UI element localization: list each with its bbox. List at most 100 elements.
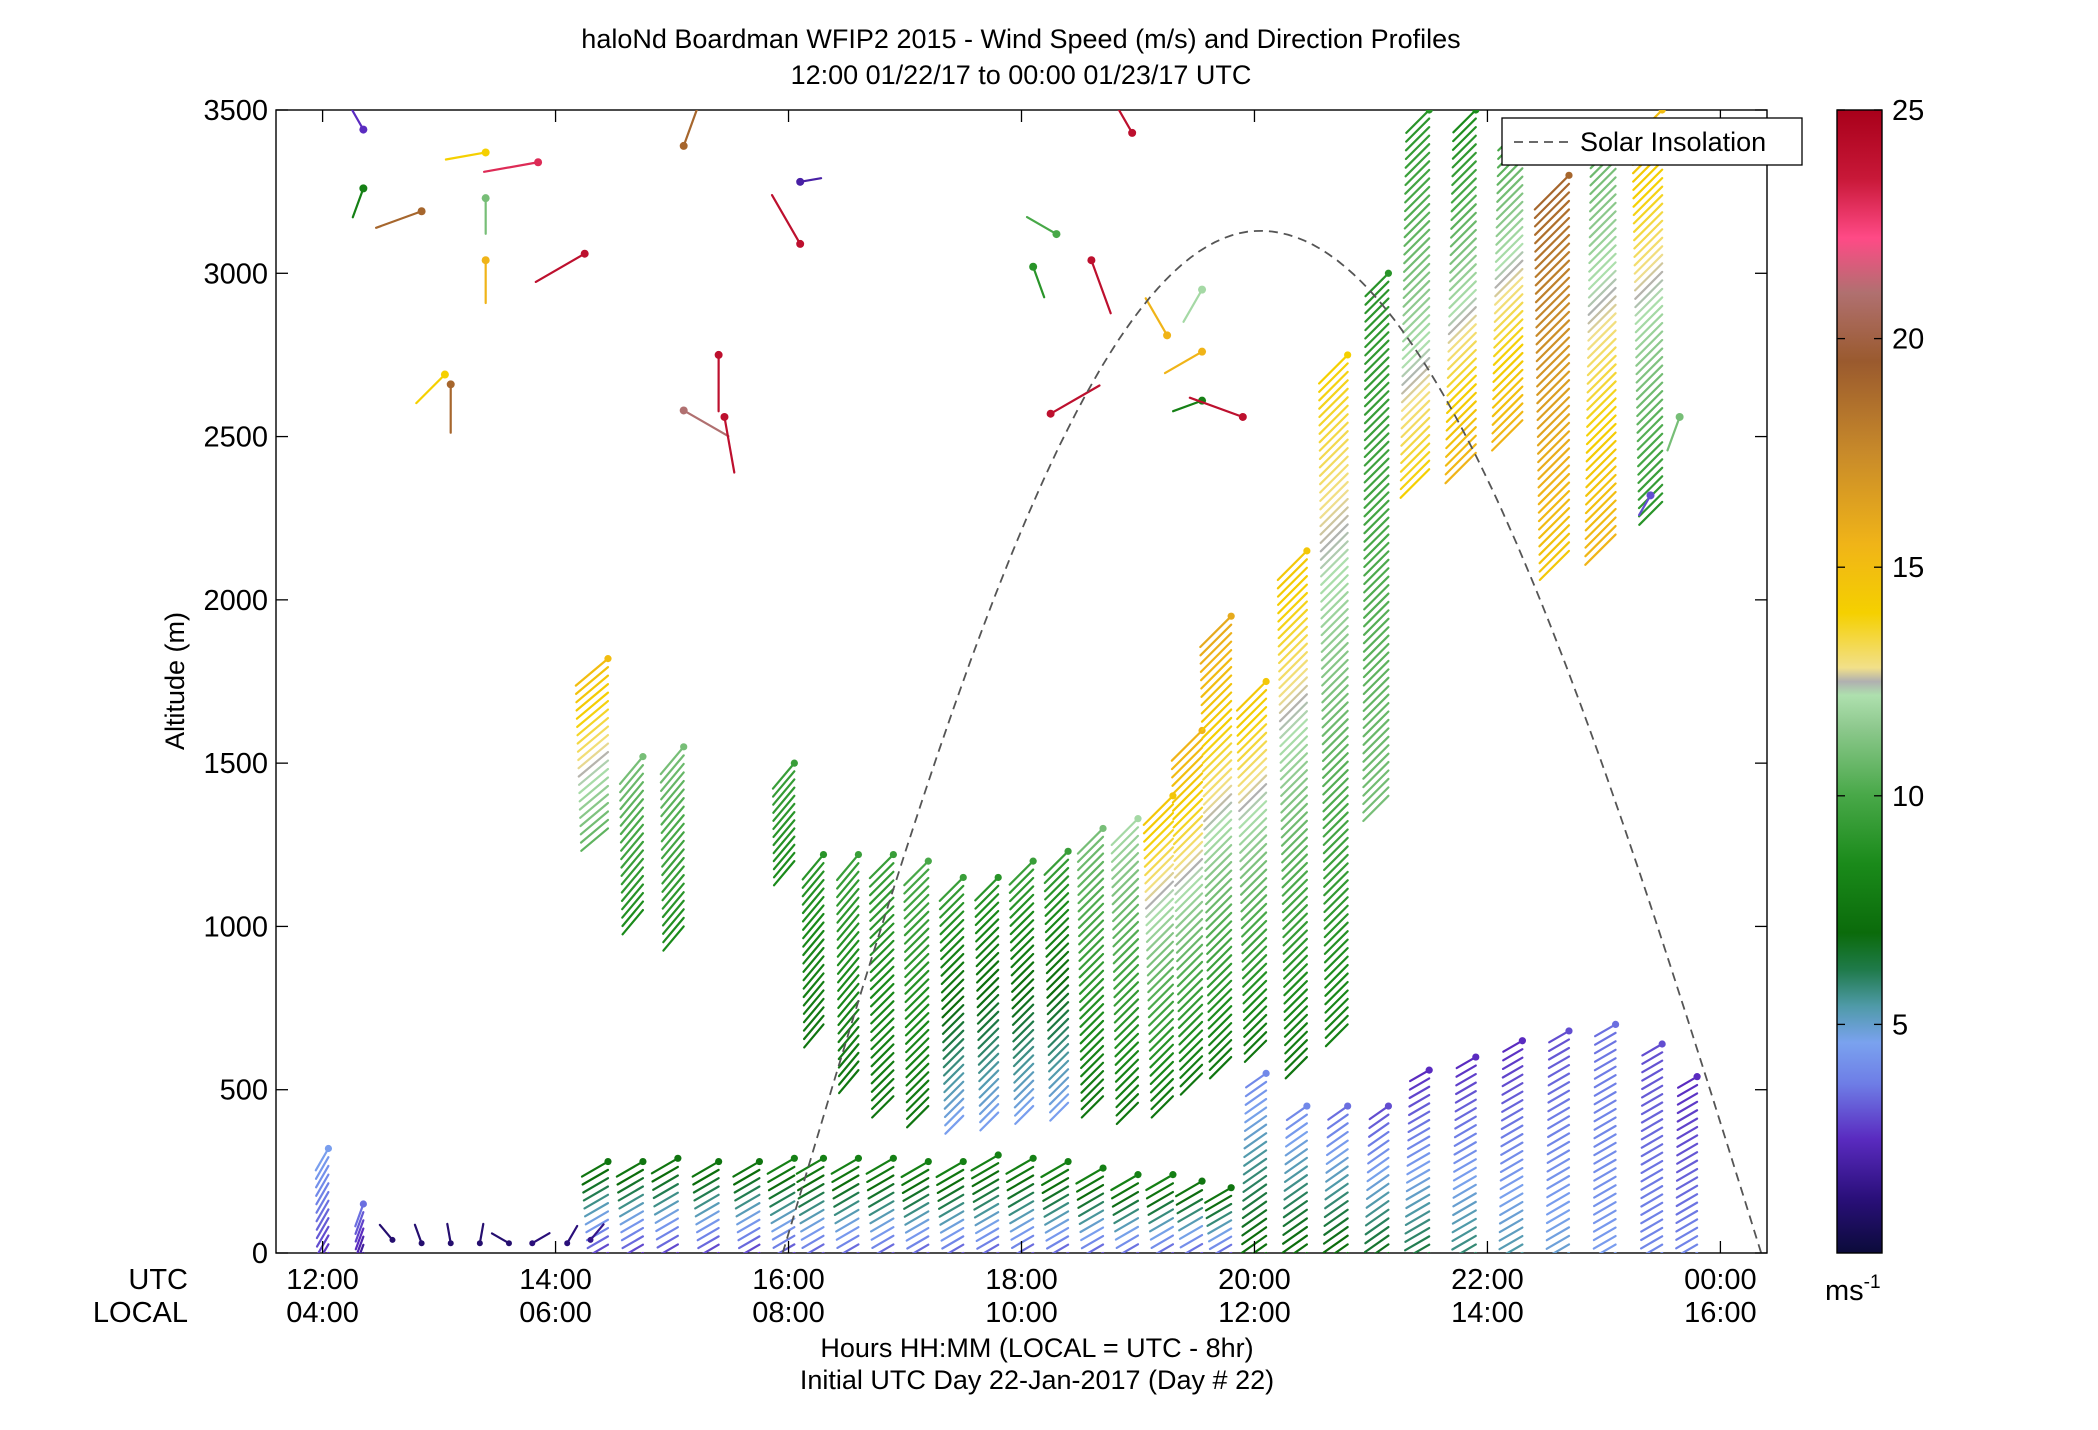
x-tick-label-local: 04:00 bbox=[286, 1297, 359, 1329]
x-axis-label-secondary: Initial UTC Day 22-Jan-2017 (Day # 22) bbox=[800, 1365, 1274, 1395]
wind-barb-dot bbox=[1029, 263, 1037, 271]
y-tick-label: 0 bbox=[252, 1238, 268, 1270]
wind-barb-dot bbox=[674, 1155, 681, 1162]
wind-barb-dot bbox=[1659, 1040, 1666, 1047]
wind-barb-dot bbox=[1426, 1067, 1433, 1074]
wind-barb-dot bbox=[890, 851, 897, 858]
wind-barb-dot bbox=[1198, 1178, 1205, 1185]
wind-barb-dot bbox=[1198, 348, 1206, 356]
wind-barb-dot bbox=[359, 126, 367, 134]
wind-barb bbox=[804, 1253, 824, 1264]
wind-barb-dot bbox=[1064, 1158, 1071, 1165]
wind-barb-dot bbox=[1263, 1070, 1270, 1077]
wind-barb-dot bbox=[482, 148, 490, 156]
wind-barb-dot bbox=[925, 1158, 932, 1165]
wind-barb bbox=[1405, 1253, 1430, 1267]
wind-barb bbox=[700, 1253, 719, 1264]
wind-barb-dot bbox=[564, 1240, 570, 1246]
x-tick-label-utc: 12:00 bbox=[286, 1264, 359, 1296]
chart-subtitle: 12:00 01/22/17 to 00:00 01/23/17 UTC bbox=[791, 60, 1252, 90]
wind-barb-dot bbox=[855, 1155, 862, 1162]
wind-barb-dot bbox=[529, 1240, 535, 1246]
wind-barb-dot bbox=[604, 1158, 611, 1165]
x-tick-label-local: 06:00 bbox=[519, 1297, 592, 1329]
wind-barb bbox=[775, 1253, 794, 1264]
wind-barb-dot bbox=[1163, 331, 1171, 339]
wind-barb-dot bbox=[448, 1240, 454, 1246]
y-tick-label: 3500 bbox=[203, 95, 268, 127]
x-tick-label-local: 16:00 bbox=[1684, 1297, 1757, 1329]
wind-barb-dot bbox=[680, 743, 687, 750]
wind-barb-dot bbox=[1030, 858, 1037, 865]
colorbar-gradient bbox=[1837, 110, 1882, 1253]
wind-barb-dot bbox=[995, 874, 1002, 881]
wind-barb bbox=[1118, 1253, 1138, 1264]
wind-barb-dot bbox=[1385, 270, 1392, 277]
wind-barb-dot bbox=[1426, 106, 1433, 113]
x-tick-label-utc: 14:00 bbox=[519, 1264, 592, 1296]
wind-barb-dot bbox=[820, 1155, 827, 1162]
colorbar-unit: ms-1 bbox=[1825, 1272, 1881, 1307]
y-tick-label: 500 bbox=[220, 1075, 268, 1107]
x-row-label-utc: UTC bbox=[128, 1264, 188, 1296]
x-tick-label-local: 08:00 bbox=[752, 1297, 825, 1329]
legend-entry: Solar Insolation bbox=[1580, 127, 1766, 157]
wind-barb bbox=[1211, 1253, 1231, 1264]
wind-barb-dot bbox=[581, 250, 589, 258]
wind-barb-dot bbox=[419, 1240, 425, 1246]
colorbar-tick-label: 10 bbox=[1892, 781, 1924, 813]
wind-barb bbox=[1323, 1253, 1348, 1270]
wind-barb-dot bbox=[1228, 1184, 1235, 1191]
wind-barb-dot bbox=[477, 1240, 483, 1246]
wind-barb-dot bbox=[890, 1155, 897, 1162]
wind-barb-dot bbox=[1169, 1171, 1176, 1178]
wind-barb-dot bbox=[1239, 413, 1247, 421]
wind-barb-dot bbox=[1263, 678, 1270, 685]
colorbar-tick-label: 20 bbox=[1892, 324, 1924, 356]
y-tick-label: 3000 bbox=[203, 258, 268, 290]
wind-barb-dot bbox=[325, 1145, 332, 1152]
y-tick-label: 1500 bbox=[203, 748, 268, 780]
wind-barb bbox=[874, 1253, 894, 1264]
wind-barb bbox=[979, 1253, 999, 1264]
wind-barb-dot bbox=[1676, 413, 1684, 421]
wind-barb-dot bbox=[418, 207, 426, 215]
colorbar-tick-label: 5 bbox=[1892, 1009, 1908, 1041]
wind-barb-dot bbox=[506, 1240, 512, 1246]
wind-barb-dot bbox=[1134, 815, 1141, 822]
wind-barb-dot bbox=[482, 194, 490, 202]
wind-barb-dot bbox=[1565, 1027, 1572, 1034]
y-tick-label: 2500 bbox=[203, 422, 268, 454]
wind-barb bbox=[1547, 1253, 1569, 1266]
wind-barb-dot bbox=[715, 1158, 722, 1165]
wind-barb-dot bbox=[1303, 1102, 1310, 1109]
colorbar-tick-label: 25 bbox=[1892, 95, 1924, 127]
wind-barb-dot bbox=[791, 760, 798, 767]
wind-barb-dot bbox=[1519, 1037, 1526, 1044]
wind-barb bbox=[1048, 1253, 1068, 1264]
x-tick-label-local: 14:00 bbox=[1451, 1297, 1524, 1329]
wind-barb-dot bbox=[855, 851, 862, 858]
wind-barb-dot bbox=[791, 1155, 798, 1162]
wind-barb-dot bbox=[1099, 825, 1106, 832]
wind-barb-dot bbox=[1228, 613, 1235, 620]
y-tick-label: 2000 bbox=[203, 585, 268, 617]
wind-barb-dot bbox=[604, 655, 611, 662]
wind-barb-dot bbox=[1047, 410, 1055, 418]
wind-barb-dot bbox=[715, 351, 723, 359]
wind-barb-dot bbox=[1128, 129, 1136, 137]
wind-barb-dot bbox=[1659, 106, 1666, 113]
wind-barb-dot bbox=[1472, 1053, 1479, 1060]
wind-barb bbox=[589, 1253, 608, 1264]
wind-barb-dot bbox=[1099, 1164, 1106, 1171]
chart-title: haloNd Boardman WFIP2 2015 - Wind Speed … bbox=[581, 24, 1460, 54]
y-tick-label: 1000 bbox=[203, 911, 268, 943]
wind-barb-dot bbox=[995, 1151, 1002, 1158]
x-axis-label: Hours HH:MM (LOCAL = UTC - 8hr) bbox=[820, 1333, 1253, 1363]
wind-barb-dot bbox=[680, 142, 688, 150]
wind-barb-dot bbox=[756, 1158, 763, 1165]
wind-barb-dot bbox=[1385, 1102, 1392, 1109]
y-axis-label: Altitude (m) bbox=[160, 612, 190, 750]
